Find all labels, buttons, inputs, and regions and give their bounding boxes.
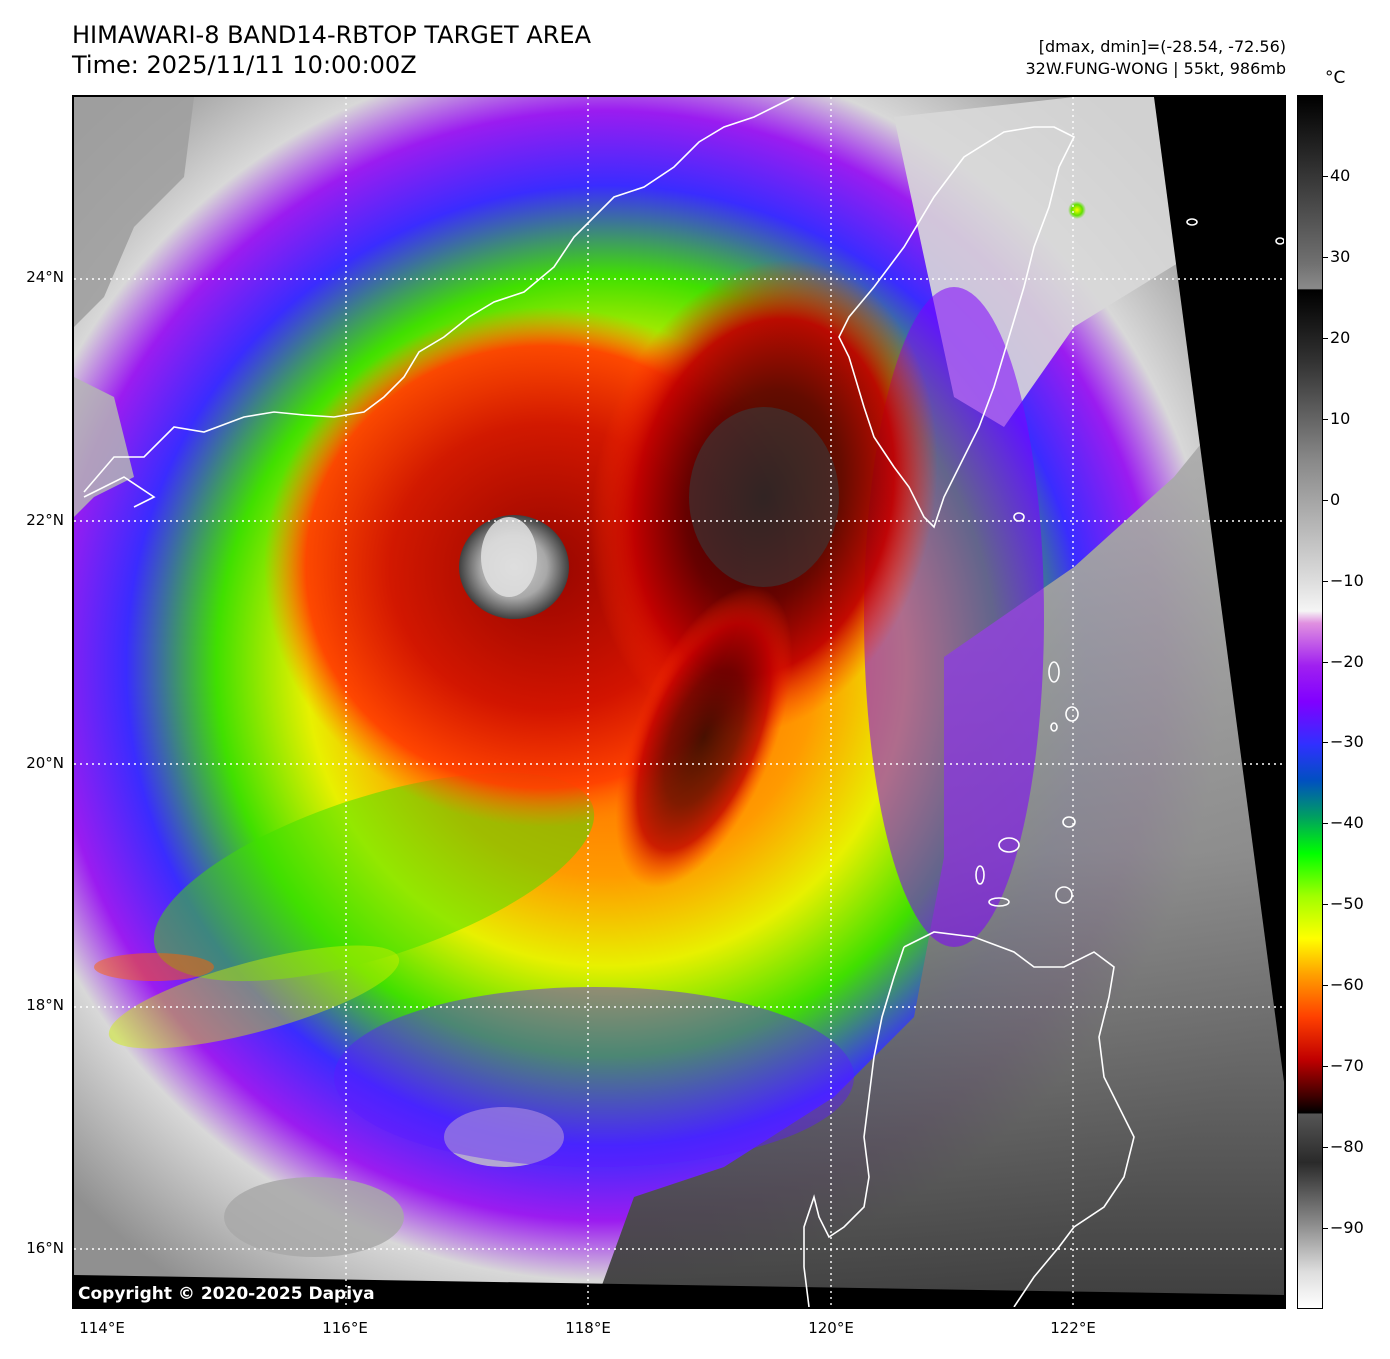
colorbar-unit: °C bbox=[1325, 68, 1346, 88]
lon-label-118e: 118°E bbox=[565, 1319, 611, 1337]
dmax-dmin-readout: [dmax, dmin]=(-28.54, -72.56) bbox=[1038, 37, 1286, 56]
colorbar-tick bbox=[1323, 256, 1328, 258]
colorbar-tick bbox=[1323, 1228, 1328, 1230]
gridlines bbox=[74, 97, 1284, 1307]
colorbar-tick bbox=[1323, 742, 1328, 744]
lon-label-114e: 114°E bbox=[79, 1319, 125, 1337]
lon-label-116e: 116°E bbox=[322, 1319, 368, 1337]
coastline bbox=[83, 97, 1284, 1307]
lat-label-16n: 16°N bbox=[26, 1239, 64, 1257]
colorbar-tick bbox=[1323, 1066, 1328, 1068]
colorbar-tick-label: −50 bbox=[1330, 894, 1364, 914]
satellite-map bbox=[72, 95, 1286, 1309]
colorbar bbox=[1297, 95, 1323, 1309]
lon-label-122e: 122°E bbox=[1050, 1319, 1096, 1337]
colorbar-tick-label: −20 bbox=[1330, 651, 1364, 671]
colorbar-tick-label: −10 bbox=[1330, 570, 1364, 590]
lon-label-120e: 120°E bbox=[808, 1319, 854, 1337]
colorbar-tick-label: 0 bbox=[1330, 489, 1341, 509]
colorbar-tick bbox=[1323, 337, 1328, 339]
colorbar-tick bbox=[1323, 1147, 1328, 1149]
colorbar-tick bbox=[1323, 580, 1328, 582]
colorbar-tick-label: −60 bbox=[1330, 975, 1364, 995]
colorbar-tick bbox=[1323, 904, 1328, 906]
colorbar-tick-label: 20 bbox=[1330, 327, 1351, 347]
lat-label-18n: 18°N bbox=[26, 996, 64, 1014]
satellite-image bbox=[74, 97, 1284, 1307]
lat-label-22n: 22°N bbox=[26, 511, 64, 529]
copyright-text: Copyright © 2020-2025 Dapiya bbox=[78, 1284, 375, 1304]
colorbar-tick-label: −90 bbox=[1330, 1218, 1364, 1238]
colorbar-tick-label: 30 bbox=[1330, 246, 1351, 266]
lat-label-24n: 24°N bbox=[26, 268, 64, 286]
colorbar-tick bbox=[1323, 499, 1328, 501]
colorbar-tick bbox=[1323, 418, 1328, 420]
colorbar-tick-label: −80 bbox=[1330, 1137, 1364, 1157]
colorbar-tick-label: −70 bbox=[1330, 1056, 1364, 1076]
map-title: HIMAWARI-8 BAND14-RBTOP TARGET AREA bbox=[72, 21, 592, 49]
colorbar-tick-label: 40 bbox=[1330, 165, 1351, 185]
map-time: Time: 2025/11/11 10:00:00Z bbox=[72, 51, 417, 79]
colorbar-tick-label: 10 bbox=[1330, 408, 1351, 428]
storm-info: 32W.FUNG-WONG | 55kt, 986mb bbox=[1025, 59, 1286, 78]
lat-label-20n: 20°N bbox=[26, 754, 64, 772]
colorbar-tick-label: −40 bbox=[1330, 813, 1364, 833]
colorbar-tick bbox=[1323, 175, 1328, 177]
colorbar-tick bbox=[1323, 661, 1328, 663]
colorbar-tick bbox=[1323, 985, 1328, 987]
colorbar-tick-label: −30 bbox=[1330, 732, 1364, 752]
colorbar-tick bbox=[1323, 823, 1328, 825]
